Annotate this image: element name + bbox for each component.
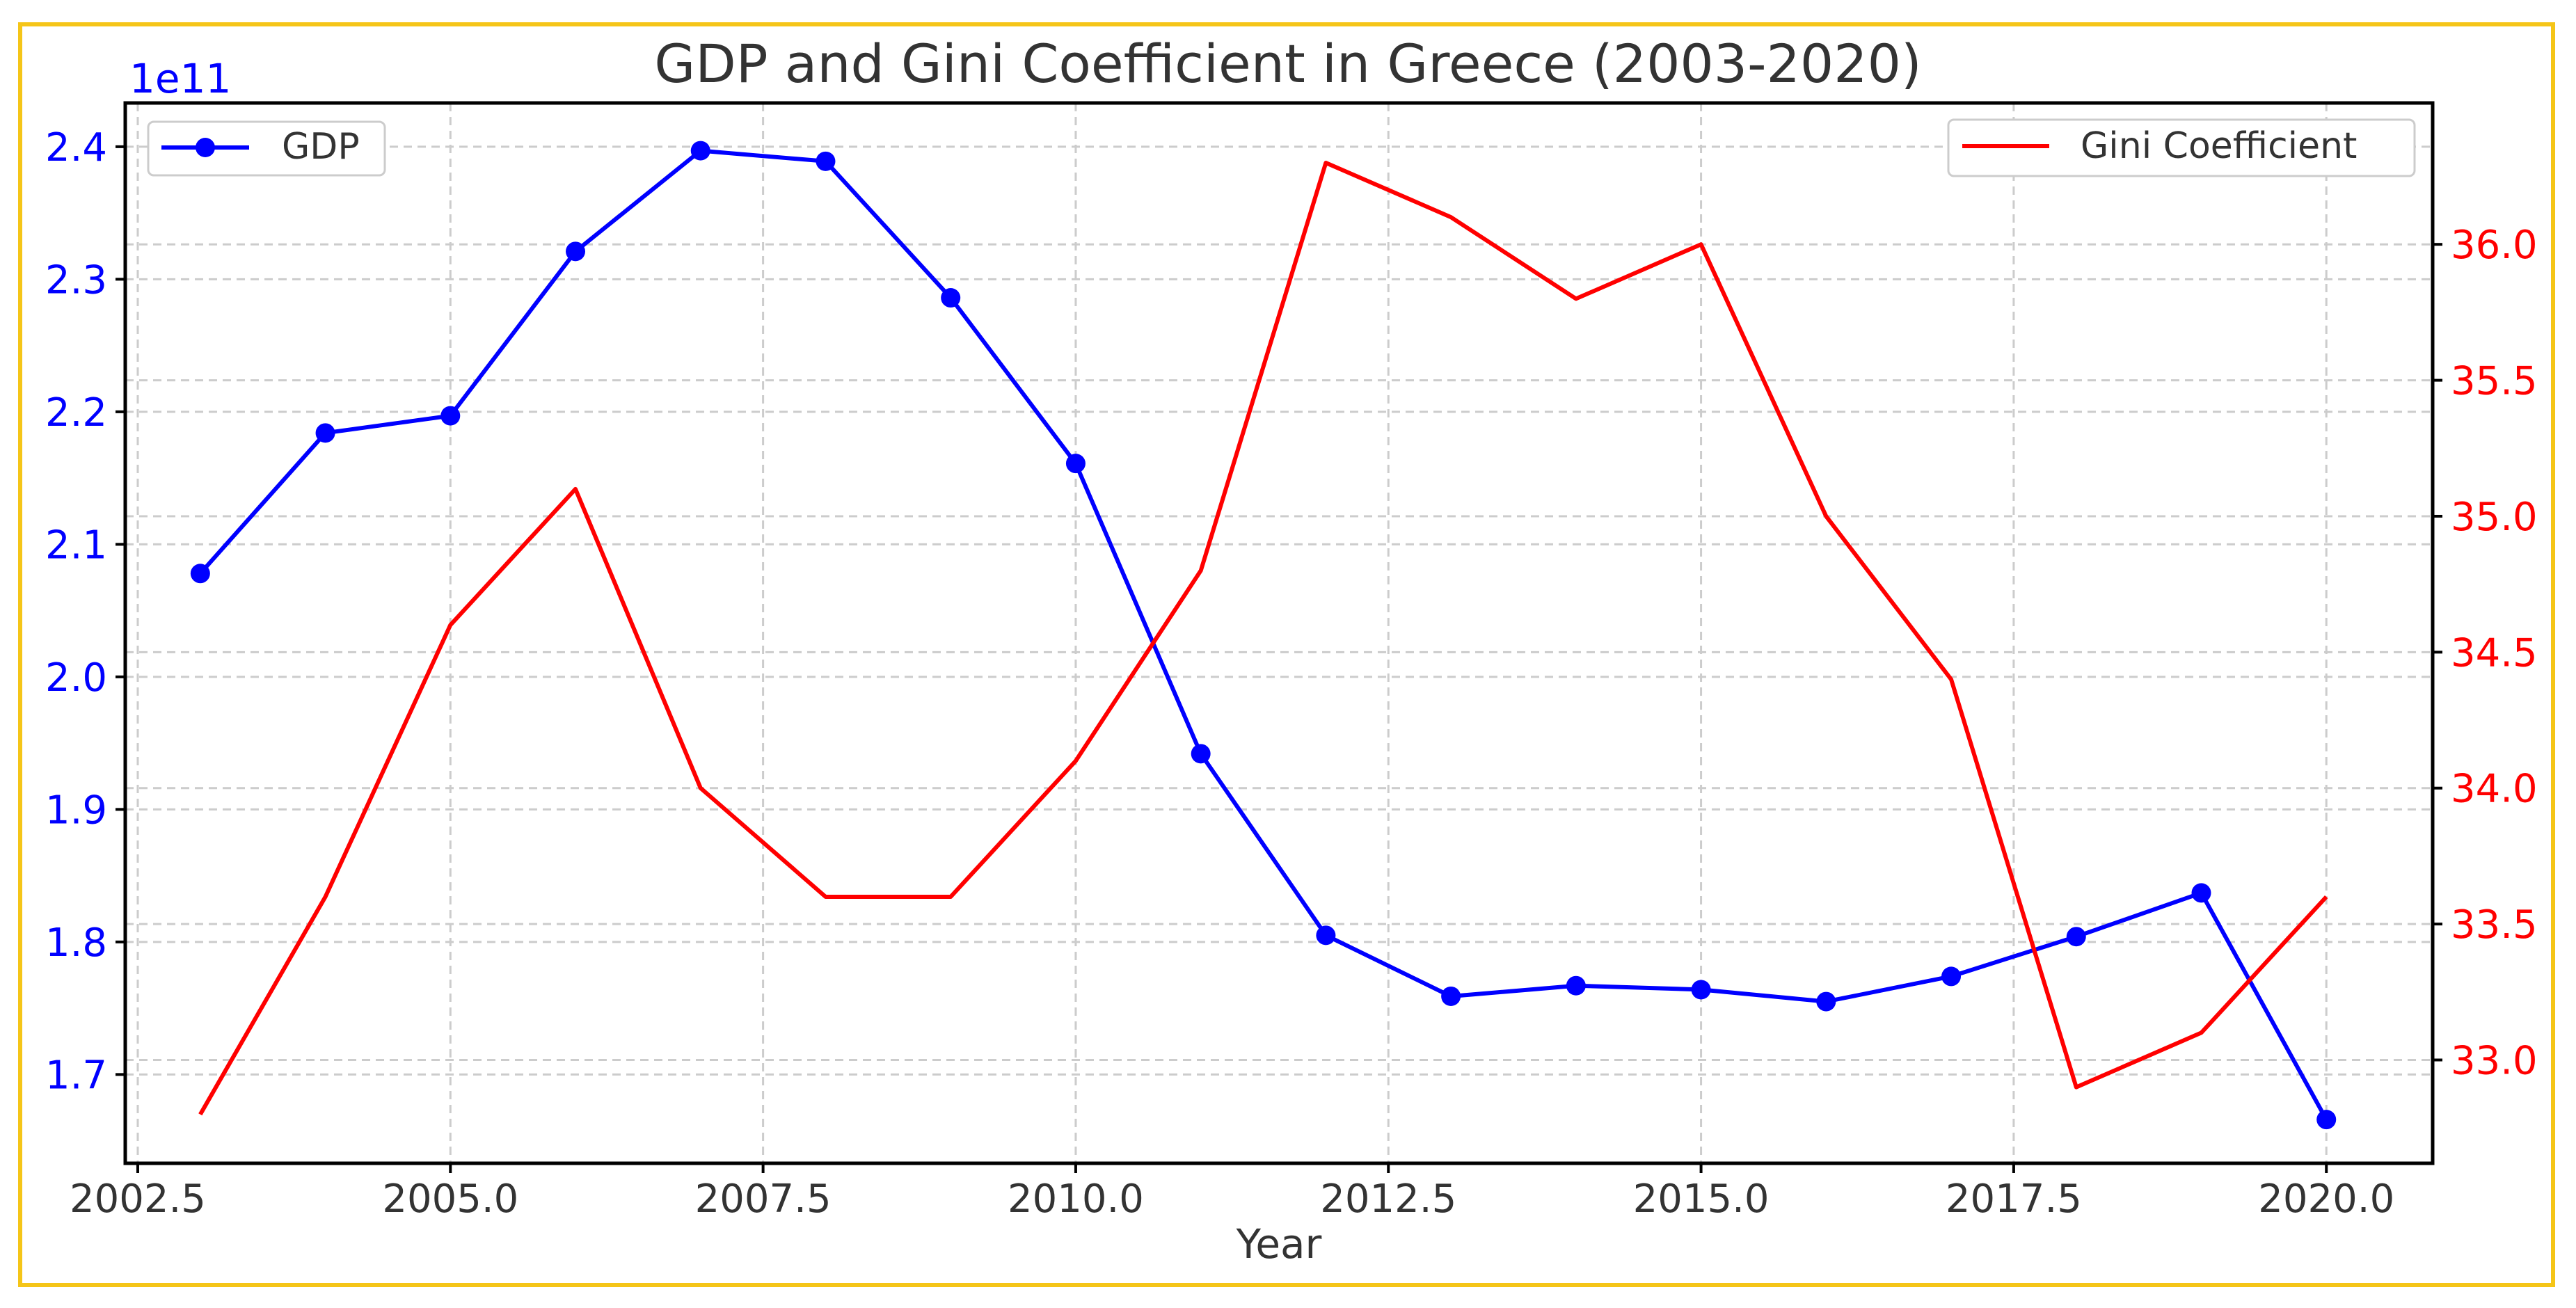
x-tick-label: 2017.5 [1946, 1177, 2082, 1222]
left-y-tick-label: 2.0 [45, 655, 107, 701]
data-point-gdp [440, 406, 461, 426]
right-y-tick-label: 35.5 [2451, 359, 2538, 404]
data-point-gdp [941, 288, 961, 308]
x-tick-label: 2015.0 [1633, 1177, 1770, 1222]
left-y-tick-label: 2.4 [45, 125, 107, 170]
series-line-gini-coefficient [198, 161, 2328, 1116]
right-y-tick-label: 35.0 [2451, 495, 2538, 540]
data-point-gdp [1691, 980, 1711, 1000]
legend-gini-box [1947, 118, 2416, 177]
left-y-tick-label: 1.8 [45, 920, 107, 966]
right-y-tick-label: 34.5 [2451, 630, 2538, 676]
left-y-axis: 1.7 1.8 1.9 2.0 2.1 2.2 2.3 2.4 [45, 125, 125, 1098]
legend-gdp-box [147, 120, 386, 177]
legend-gini-label: Gini Coefficient [2081, 125, 2357, 167]
chart-frame [18, 22, 2555, 1287]
x-tick-label: 2020.0 [2258, 1177, 2394, 1222]
left-y-tick-label: 1.7 [45, 1053, 107, 1098]
data-point-gdp [1191, 744, 1211, 764]
data-point-gdp [690, 141, 710, 161]
data-point-gdp [315, 423, 335, 443]
x-tick-label: 2010.0 [1008, 1177, 1144, 1222]
right-y-tick-label: 34.0 [2451, 767, 2538, 812]
left-axis-offset-label: 1e11 [129, 55, 231, 102]
legend-gdp: GDP [147, 120, 386, 177]
chart-title: GDP and Gini Coefficient in Greece (2003… [654, 33, 1921, 95]
left-y-tick-label: 2.2 [45, 390, 107, 436]
plot-area [123, 101, 2435, 1165]
right-y-axis: 33.0 33.5 34.0 34.5 35.0 35.5 36.0 [2433, 223, 2538, 1084]
left-y-tick-label: 2.1 [45, 523, 107, 568]
data-point-gdp [566, 241, 586, 262]
grid [125, 103, 2433, 1163]
legend-gini: Gini Coefficient [1947, 118, 2416, 177]
data-point-gdp [190, 564, 210, 584]
legend-gdp-marker-swatch [196, 138, 215, 157]
data-point-gdp [2066, 927, 2086, 947]
data-point-gdp [816, 151, 836, 171]
data-point-gdp [1441, 986, 1461, 1006]
right-y-tick-label: 33.0 [2451, 1039, 2538, 1084]
series-line-gdp [198, 148, 2328, 1121]
data-point-gdp [1816, 991, 1836, 1012]
data-point-gdp [2191, 883, 2211, 903]
x-tick-label: 2007.5 [695, 1177, 832, 1222]
x-axis-label: Year [1236, 1220, 1322, 1268]
data-point-gdp [1566, 975, 1586, 996]
data-point-gdp [1065, 454, 1086, 474]
data-point-gdp [1316, 925, 1336, 946]
series-layer [190, 141, 2337, 1130]
legend-gdp-label: GDP [282, 126, 360, 168]
left-y-tick-label: 1.9 [45, 788, 107, 833]
right-y-tick-label: 36.0 [2451, 223, 2538, 268]
data-point-gdp [2316, 1110, 2337, 1130]
x-tick-label: 2002.5 [70, 1177, 206, 1222]
right-y-tick-label: 33.5 [2451, 902, 2538, 948]
data-point-gdp [1941, 966, 1962, 987]
x-tick-label: 2005.0 [382, 1177, 518, 1222]
x-axis: 2002.5 2005.0 2007.5 2010.0 2012.5 2015.0 2017… [70, 1163, 2394, 1222]
x-tick-label: 2012.5 [1320, 1177, 1456, 1222]
left-y-tick-label: 2.3 [45, 257, 107, 303]
